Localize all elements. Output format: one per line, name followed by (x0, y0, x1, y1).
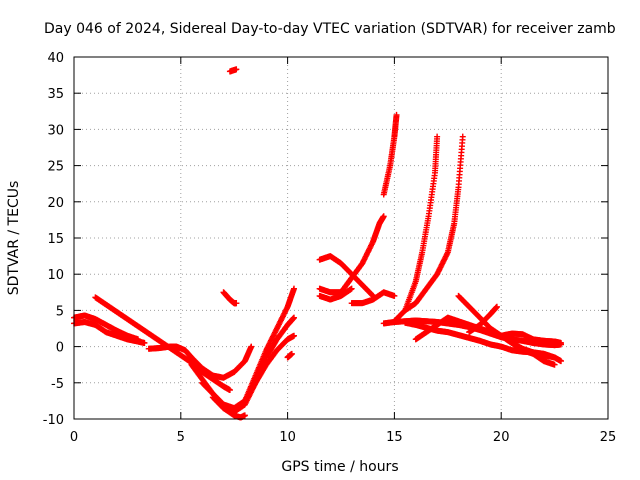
data-point (291, 285, 298, 292)
data-point (459, 133, 466, 140)
series-s4 (145, 343, 255, 381)
x-tick-label: 10 (279, 430, 296, 445)
y-tick-label: 40 (47, 51, 64, 66)
series-s15 (348, 289, 398, 307)
chart-title: Day 046 of 2024, Sidereal Day-to-day VTE… (44, 21, 616, 37)
x-tick-label: 20 (493, 430, 510, 445)
data-point (248, 343, 255, 350)
series-s23 (466, 303, 500, 336)
data-point (291, 314, 298, 321)
data-point (434, 133, 441, 140)
y-tick-labels: -10 -5 0 5 10 15 20 25 30 35 40 (43, 51, 64, 428)
series-s7 (209, 314, 298, 415)
data-point (291, 332, 298, 339)
y-axis-label: SDTVAR / TECUs (6, 181, 22, 296)
series-s16 (380, 111, 400, 198)
x-tick-label: 5 (177, 430, 185, 445)
data-point (135, 336, 142, 343)
data-point (141, 339, 148, 346)
data-points (71, 66, 565, 421)
data-point (288, 350, 295, 357)
y-tick-label: 10 (47, 268, 64, 283)
series-s11 (226, 66, 240, 75)
y-tick-label: -5 (51, 377, 64, 392)
series-s8 (241, 332, 298, 404)
data-point (380, 213, 387, 220)
data-point (558, 358, 565, 365)
x-tick-label: 15 (386, 430, 403, 445)
series-s18 (391, 133, 441, 325)
data-point (493, 303, 500, 310)
series-s19 (402, 133, 466, 314)
data-point (226, 387, 233, 394)
y-tick-label: 20 (47, 196, 64, 211)
x-tick-label: 25 (600, 430, 617, 445)
y-tick-label: 35 (47, 87, 64, 102)
data-point (391, 292, 398, 299)
series-s14 (316, 285, 355, 303)
y-tick-label: 0 (56, 341, 64, 356)
x-tick-label: 0 (70, 430, 78, 445)
y-tick-label: 5 (56, 304, 64, 319)
series-s2 (71, 312, 142, 343)
data-point (558, 339, 565, 346)
data-point (551, 354, 558, 361)
series-s24 (498, 330, 565, 346)
data-point (241, 412, 248, 419)
grid-lines (74, 57, 608, 419)
y-tick-label: 15 (47, 232, 64, 247)
data-point (233, 66, 240, 73)
data-point (551, 361, 558, 368)
plot-frame (73, 56, 609, 420)
series-s9 (284, 350, 295, 361)
series-s10 (220, 289, 240, 307)
data-point (393, 111, 400, 118)
data-point (233, 300, 240, 307)
x-axis-label: GPS time / hours (281, 459, 398, 475)
y-tick-label: -10 (43, 413, 64, 428)
series-s3 (92, 294, 233, 394)
data-point (348, 285, 355, 292)
y-tick-label: 25 (47, 160, 64, 175)
y-tick-label: 30 (47, 123, 64, 138)
x-tick-labels: 0 5 10 15 20 25 (70, 430, 616, 445)
tick-marks (73, 56, 609, 420)
series-s13 (316, 213, 387, 296)
